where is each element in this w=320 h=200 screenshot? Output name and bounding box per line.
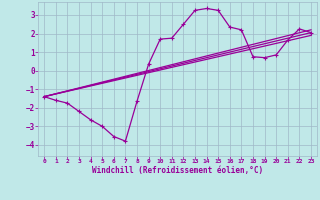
- X-axis label: Windchill (Refroidissement éolien,°C): Windchill (Refroidissement éolien,°C): [92, 166, 263, 175]
